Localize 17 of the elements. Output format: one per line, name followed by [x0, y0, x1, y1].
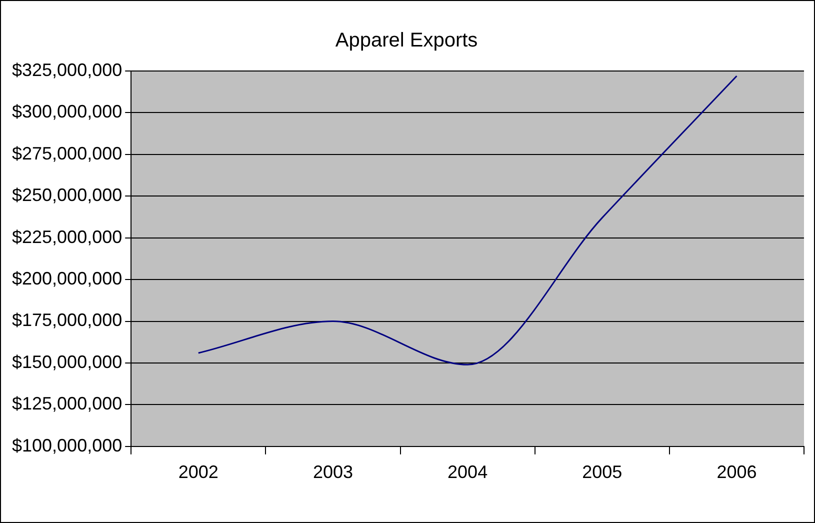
y-tick-label: $100,000,000 [12, 435, 122, 456]
y-tick-label: $225,000,000 [12, 226, 122, 247]
line-series [198, 75, 738, 366]
y-tick-label: $125,000,000 [12, 394, 122, 414]
y-tick-label: $275,000,000 [12, 143, 122, 164]
y-tick-label: $200,000,000 [12, 268, 122, 289]
y-tick-label: $300,000,000 [12, 102, 122, 122]
y-tick-label: $250,000,000 [12, 185, 122, 206]
x-tick-label: 2006 [716, 462, 757, 482]
x-tick-label: 2002 [178, 462, 218, 482]
y-tick-label: $325,000,000 [12, 60, 122, 80]
y-tick-label: $175,000,000 [12, 310, 122, 330]
x-tick-label: 2005 [582, 462, 622, 482]
x-tick-label: 2003 [312, 462, 353, 482]
x-tick-label: 2004 [448, 462, 488, 482]
y-tick-label: $150,000,000 [12, 352, 122, 372]
chart-title: Apparel Exports [335, 30, 478, 52]
